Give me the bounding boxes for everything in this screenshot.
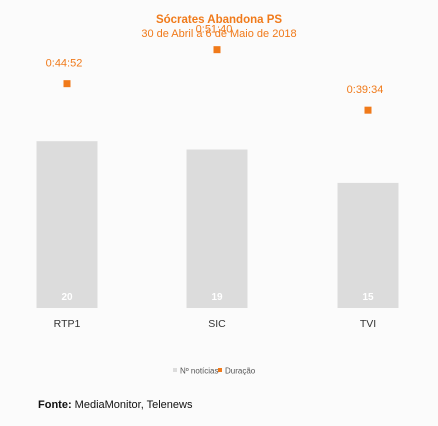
count-label-tvi: 15 (362, 292, 374, 303)
count-label-rtp1: 20 (61, 292, 73, 303)
legend-label-1: Duração (225, 367, 256, 376)
category-label-sic: SIC (208, 318, 226, 330)
legend-swatch-1 (218, 368, 222, 372)
duration-marker-sic (213, 46, 221, 54)
bar-tvi (337, 182, 399, 308)
duration-marker-rtp1 (63, 80, 71, 88)
category-label-rtp1: RTP1 (54, 318, 81, 330)
bar-rtp1 (36, 141, 98, 308)
chart-title: Sócrates Abandona PS (156, 14, 282, 26)
legend: Nº notícias Duração (173, 367, 256, 376)
source-label: Fonte: (38, 399, 72, 411)
markers-group (63, 46, 372, 114)
duration-label-sic: 0:51:40 (196, 24, 233, 36)
chart-subtitle: 30 de Abril a 6 de Maio de 2018 (141, 28, 296, 40)
duration-marker-tvi (364, 106, 372, 114)
labels-group: 20 0:44:52 RTP1 19 0:51:40 SIC 15 0:39:34 TVI (46, 24, 384, 330)
count-label-sic: 19 (211, 292, 223, 303)
bars-group (36, 141, 399, 308)
legend-label-0: Nº notícias (180, 367, 219, 376)
category-label-tvi: TVI (360, 318, 376, 330)
source-text: MediaMonitor, Telenews (74, 399, 193, 411)
source-note: Fonte: MediaMonitor, Telenews (38, 399, 192, 411)
duration-label-rtp1: 0:44:52 (46, 58, 83, 70)
duration-label-tvi: 0:39:34 (347, 84, 384, 96)
legend-swatch-0 (173, 368, 177, 372)
bar-sic (186, 149, 248, 308)
